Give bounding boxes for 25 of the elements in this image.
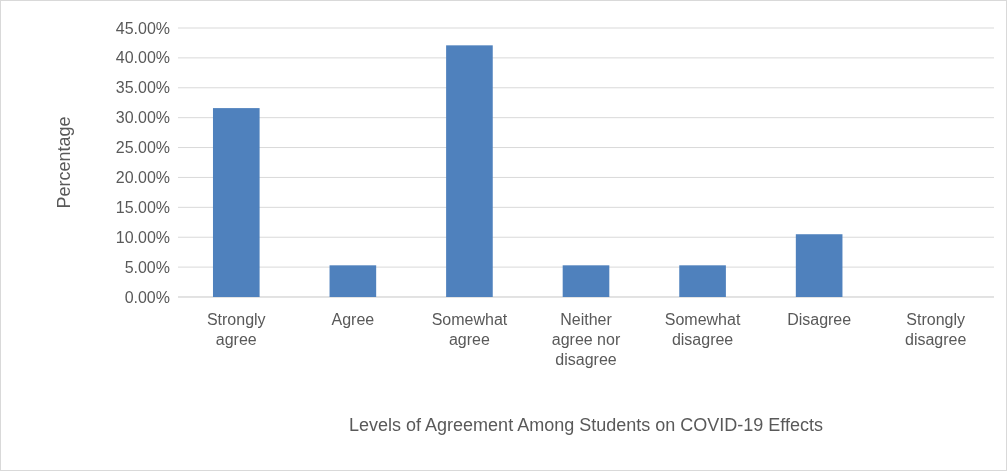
bar (446, 45, 493, 297)
x-tick-label: Somewhat disagree (664, 311, 741, 348)
y-tick-label: 10.00% (115, 228, 170, 246)
bar (212, 108, 260, 297)
x-tick-label: Strongly agree (206, 311, 266, 348)
x-tick-label: Neither agree nor disagree (551, 311, 621, 368)
y-tick-label: 25.00% (115, 139, 170, 157)
x-tick-label: Disagree (787, 311, 852, 328)
bar (679, 265, 726, 297)
bar (329, 265, 377, 297)
y-tick-label: 40.00% (115, 49, 170, 67)
x-tick-label: Agree (331, 311, 375, 328)
x-axis-title: Levels of Agreement Among Students on COVID-19 Effects (349, 415, 823, 435)
y-tick-label: 5.00% (124, 258, 170, 276)
bar (562, 265, 610, 297)
bar (795, 234, 843, 297)
x-tick-label: Strongly disagree (905, 311, 967, 348)
y-tick-label: 45.00% (115, 19, 170, 37)
y-tick-label: 15.00% (115, 198, 170, 216)
y-tick-label: 35.00% (115, 79, 170, 97)
y-tick-label: 30.00% (115, 109, 170, 127)
y-tick-label: 20.00% (115, 169, 170, 187)
y-tick-label: 0.00% (124, 288, 170, 306)
x-tick-label: Somewhat agree (431, 311, 508, 348)
y-axis-title: Percentage (54, 116, 74, 209)
